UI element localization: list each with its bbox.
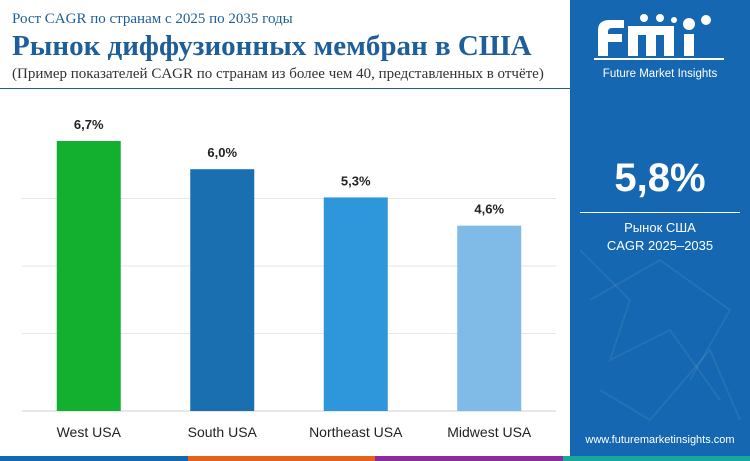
footer-strip-segment <box>375 456 563 461</box>
footer-strip-segment <box>562 456 750 461</box>
chart-panel: Рост CAGR по странам с 2025 по 2035 годы… <box>0 11 570 440</box>
data-label-west-usa: 6,7% <box>74 117 104 132</box>
chart-title: Рынок диффузионных мембран в США <box>12 30 532 62</box>
footer-strip-segment <box>187 456 375 461</box>
brand-name: Future Market Insights <box>602 68 718 80</box>
bar-northeast-usa <box>323 197 388 411</box>
cagr-value: 5,8% <box>614 156 706 200</box>
metric-label-period: CAGR 2025–2035 <box>606 238 714 253</box>
x-tick-label-south-usa: South USA <box>188 424 258 440</box>
bar-chart: 6,7% West USA 6,0% South USA 5,3% Northeast U… <box>22 117 556 440</box>
bar-south-usa <box>190 169 255 411</box>
metric-label-market: Рынок США <box>624 220 696 235</box>
metric-divider <box>580 212 740 213</box>
data-label-midwest-usa: 4,6% <box>474 202 504 217</box>
data-label-south-usa: 6,0% <box>207 145 237 160</box>
footer-strip-segment <box>0 456 188 461</box>
footer-color-strip <box>0 456 750 461</box>
data-label-northeast-usa: 5,3% <box>341 173 371 188</box>
bar-west-usa <box>56 141 121 411</box>
background-pattern-decoration <box>579 249 741 422</box>
website-link[interactable]: www.futuremarketinsights.com <box>585 434 735 446</box>
chart-kicker: Рост CAGR по странам с 2025 по 2035 годы <box>12 11 293 27</box>
sidebar: Future Market Insights 5,8% Рынок США CA… <box>570 0 750 461</box>
x-tick-label-midwest-usa: Midwest USA <box>447 424 532 440</box>
bar-midwest-usa <box>457 225 522 411</box>
fmi-logo-icon <box>594 14 724 60</box>
header-divider <box>0 88 570 89</box>
chart-subtitle: (Пример показателей CAGR по странам из б… <box>12 66 544 82</box>
x-tick-label-west-usa: West USA <box>57 424 122 440</box>
x-tick-label-northeast-usa: Northeast USA <box>309 424 403 440</box>
